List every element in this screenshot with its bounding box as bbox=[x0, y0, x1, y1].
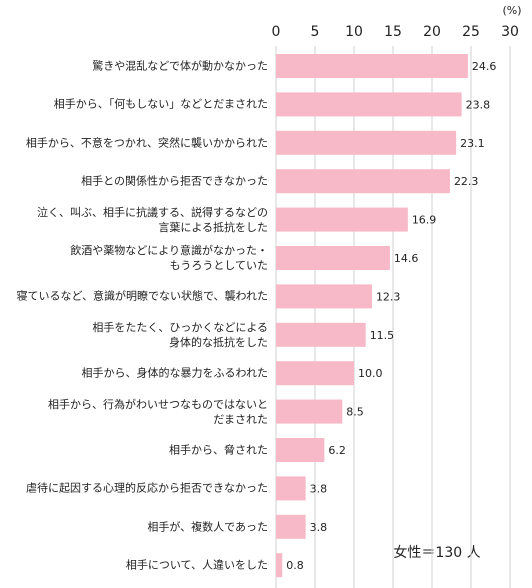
value-label: 10.0 bbox=[358, 367, 383, 380]
category-label: 驚きや混乱などで体が動かなかった bbox=[92, 59, 268, 73]
value-label: 6.2 bbox=[328, 444, 346, 457]
x-tick-label: 20 bbox=[423, 24, 441, 40]
value-label: 22.3 bbox=[454, 175, 479, 188]
bar bbox=[276, 322, 366, 347]
value-label: 12.3 bbox=[376, 290, 401, 303]
value-label: 23.1 bbox=[460, 137, 485, 150]
bar bbox=[276, 246, 390, 270]
value-label: 3.8 bbox=[310, 521, 328, 534]
value-label: 23.8 bbox=[466, 98, 491, 111]
bar bbox=[276, 284, 372, 309]
bar bbox=[276, 438, 325, 462]
category-label: 相手が、複数人であった bbox=[147, 520, 268, 534]
bar bbox=[276, 207, 408, 232]
x-tick-label: 5 bbox=[311, 24, 320, 40]
bar bbox=[276, 514, 306, 539]
value-label: 14.6 bbox=[394, 252, 419, 265]
category-label: 相手について、人違いをした bbox=[125, 558, 268, 572]
value-label: 24.6 bbox=[472, 60, 497, 73]
bar bbox=[276, 54, 468, 78]
annotation: 女性＝130 人 bbox=[393, 544, 480, 561]
category-label: 相手から、身体的な暴力をふるわれた bbox=[81, 366, 268, 380]
x-tick-label: 30 bbox=[501, 24, 519, 40]
bar bbox=[276, 92, 462, 117]
bar bbox=[276, 399, 343, 424]
category-label: 相手から、「何もしない」などとだまされた bbox=[53, 97, 268, 111]
value-label: 16.9 bbox=[412, 214, 437, 227]
category-label: 相手から、行為がわいせつなものではないと だまされた bbox=[48, 397, 268, 426]
bar bbox=[276, 553, 283, 578]
value-label: 3.8 bbox=[310, 482, 328, 495]
category-label: 相手をたたく、ひっかくなどによる 身体的な抵抗をした bbox=[92, 320, 268, 349]
x-tick-label: 0 bbox=[272, 24, 281, 40]
category-label: 相手との関係性から拒否できなかった bbox=[81, 174, 268, 188]
bar bbox=[276, 169, 450, 194]
x-tick-label: 25 bbox=[462, 24, 480, 40]
bar bbox=[276, 361, 354, 386]
x-tick-label: 10 bbox=[345, 24, 363, 40]
category-label: 寝ているなど、意識が明瞭でない状態で、襲われた bbox=[16, 289, 268, 303]
category-label: 泣く、叫ぶ、相手に抗議する、説得するなどの 言葉による抵抗をした bbox=[37, 205, 268, 234]
category-label: 相手から、不意をつかれ、突然に襲いかかられた bbox=[25, 136, 268, 150]
x-tick-label: 15 bbox=[384, 24, 402, 40]
value-label: 11.5 bbox=[370, 329, 395, 342]
unit-label: (%) bbox=[502, 4, 521, 17]
category-label: 相手から、脅された bbox=[169, 443, 268, 457]
bar bbox=[276, 476, 306, 501]
bar bbox=[276, 130, 457, 155]
category-label: 虐待に起因する心理的反応から拒否できなかった bbox=[26, 481, 268, 495]
category-label: 飲酒や薬物などにより意識がなかった・ もうろうとしていた bbox=[70, 244, 268, 272]
value-label: 0.8 bbox=[286, 559, 304, 572]
value-label: 8.5 bbox=[346, 406, 364, 419]
